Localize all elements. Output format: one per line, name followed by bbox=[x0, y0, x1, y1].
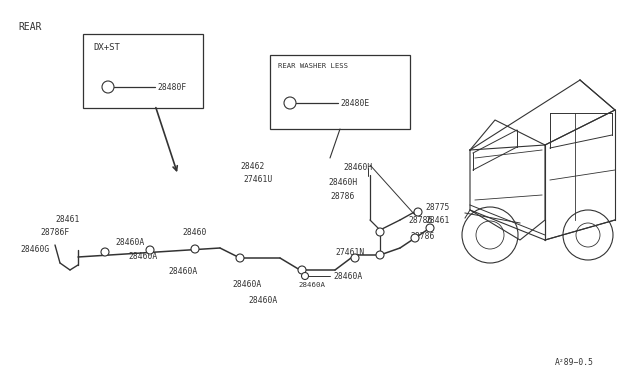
Circle shape bbox=[101, 248, 109, 256]
Circle shape bbox=[146, 246, 154, 254]
Text: 28460H: 28460H bbox=[343, 163, 372, 172]
Text: 28480E: 28480E bbox=[340, 99, 369, 108]
Text: 28786: 28786 bbox=[330, 192, 355, 201]
Circle shape bbox=[301, 273, 308, 279]
Text: 28460A: 28460A bbox=[248, 296, 277, 305]
Text: 28786: 28786 bbox=[408, 216, 433, 225]
Circle shape bbox=[284, 97, 296, 109]
Circle shape bbox=[426, 224, 434, 232]
Circle shape bbox=[376, 251, 384, 259]
Text: 28460G: 28460G bbox=[20, 245, 49, 254]
Circle shape bbox=[298, 266, 306, 274]
Circle shape bbox=[191, 245, 199, 253]
Circle shape bbox=[411, 234, 419, 242]
Circle shape bbox=[102, 81, 114, 93]
Text: 27461N: 27461N bbox=[335, 248, 364, 257]
Text: 28480F: 28480F bbox=[157, 83, 186, 92]
Text: 28460: 28460 bbox=[182, 228, 206, 237]
Bar bbox=[270, 55, 410, 129]
Text: 27461U: 27461U bbox=[243, 175, 272, 184]
Text: 28461: 28461 bbox=[425, 216, 449, 225]
Text: DX+ST: DX+ST bbox=[93, 43, 120, 52]
Text: 28460H: 28460H bbox=[328, 178, 357, 187]
Text: 28461: 28461 bbox=[55, 215, 79, 224]
Text: A²89−0.5: A²89−0.5 bbox=[555, 358, 594, 367]
Text: 28786: 28786 bbox=[410, 232, 435, 241]
Text: 28775: 28775 bbox=[425, 203, 449, 212]
Text: 28460A: 28460A bbox=[333, 272, 362, 281]
Circle shape bbox=[236, 254, 244, 262]
Circle shape bbox=[351, 254, 359, 262]
Text: 28460A: 28460A bbox=[168, 267, 197, 276]
Text: REAR WASHER LESS: REAR WASHER LESS bbox=[278, 63, 348, 69]
Text: 28460A: 28460A bbox=[232, 280, 261, 289]
Bar bbox=[83, 34, 203, 108]
Text: 28460A: 28460A bbox=[115, 238, 144, 247]
Text: 28460A: 28460A bbox=[128, 252, 157, 261]
Circle shape bbox=[376, 228, 384, 236]
Circle shape bbox=[414, 208, 422, 216]
Text: 28462: 28462 bbox=[240, 162, 264, 171]
Text: 28460A: 28460A bbox=[298, 282, 325, 288]
Text: 28786F: 28786F bbox=[40, 228, 69, 237]
Text: REAR: REAR bbox=[18, 22, 42, 32]
